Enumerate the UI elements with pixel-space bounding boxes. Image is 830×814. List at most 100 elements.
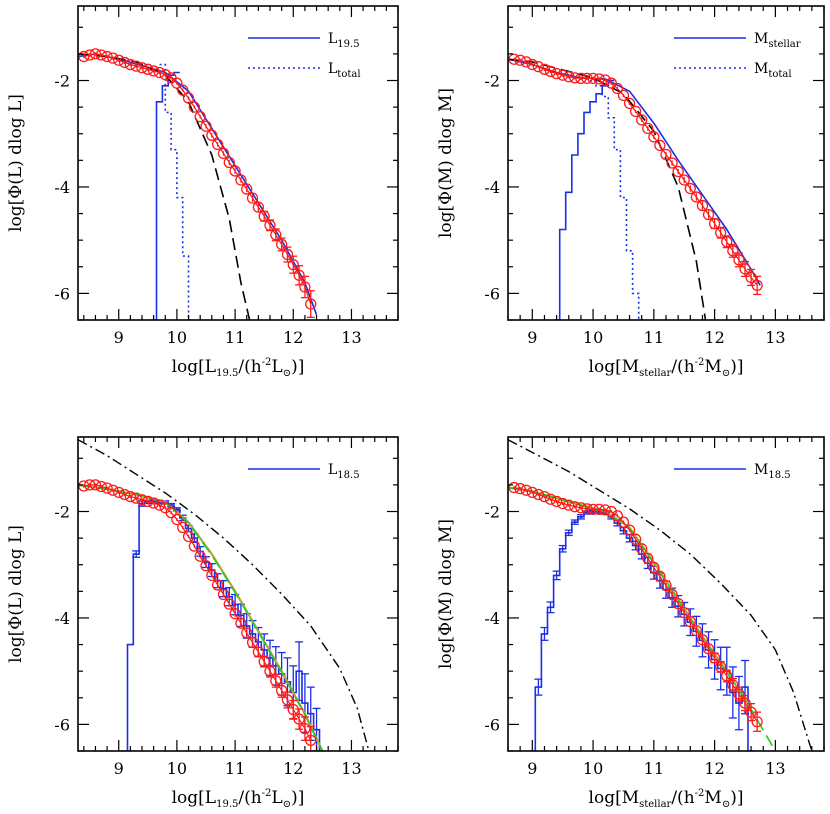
data-point [130, 492, 142, 504]
data-point [305, 734, 317, 747]
x-axis-title-part: ⊙ [283, 368, 291, 379]
plot-frame [77, 436, 399, 752]
x-tick-label: 9 [114, 328, 124, 347]
x-tick-label: 13 [765, 759, 785, 778]
data-point [648, 561, 660, 574]
series-dashed-3 [78, 484, 324, 751]
data-point [636, 114, 648, 126]
data-point [587, 72, 599, 85]
y-tick-label: -2 [54, 503, 70, 522]
data-point [124, 490, 137, 503]
data-point [642, 552, 654, 564]
legend-label-sub: 18.5 [337, 470, 359, 481]
x-tick-label: 12 [704, 759, 724, 778]
series-stepdot-2 [590, 79, 645, 320]
data-point [581, 72, 593, 85]
data-point [690, 191, 703, 203]
data-point [599, 74, 611, 86]
x-axis-title-part: )] [730, 357, 743, 377]
data-point [177, 84, 189, 96]
data-point [696, 634, 709, 646]
data-point [654, 570, 666, 583]
x-axis-title-part: -2 [695, 357, 705, 368]
data-point [194, 111, 206, 123]
data-point [200, 560, 212, 572]
x-tick-label: 9 [114, 759, 124, 778]
data-point [188, 540, 201, 552]
data-point [182, 530, 195, 543]
legend-label: L18.5 [328, 462, 360, 481]
data-point [83, 49, 96, 61]
y-tick-label: -4 [484, 609, 500, 628]
legend-label: M18.5 [754, 462, 791, 481]
data-point [223, 598, 235, 610]
data-point [194, 550, 206, 562]
data-point [147, 497, 160, 509]
x-tick-label: 10 [583, 328, 603, 347]
series-solid-2 [78, 483, 324, 751]
data-point [113, 486, 125, 498]
legend-label-sub: total [768, 69, 791, 80]
data-point [252, 646, 265, 658]
panel-tr: 9 10 11 12 13-2-4-6log[Mstellar/(h-2M⊙)]log[… [436, 5, 825, 379]
data-point [246, 192, 259, 204]
x-tick-label: 11 [644, 328, 664, 347]
x-axis-title-part: log[M [589, 357, 640, 377]
data-point [715, 661, 727, 673]
legend-label-main: M [754, 61, 768, 77]
data-point [293, 713, 305, 725]
data-point [532, 488, 545, 501]
data-point [95, 480, 107, 493]
data-point [721, 236, 733, 248]
y-tick-label: -6 [54, 715, 70, 734]
plot-frame [77, 5, 399, 321]
data-point [532, 61, 545, 73]
data-point [206, 569, 218, 582]
data-point [721, 670, 733, 682]
data-point [177, 521, 189, 534]
y-tick-label: -2 [484, 72, 500, 91]
y-tick-label: -4 [54, 609, 70, 628]
x-tick-label: 9 [527, 328, 537, 347]
data-point [270, 675, 282, 687]
series-circles-4 [78, 479, 317, 751]
data-point [745, 271, 757, 284]
data-point [217, 588, 230, 601]
legend-label: Mtotal [754, 61, 792, 80]
panel-tl: 9 10 11 12 13-2-4-6log[L19.5/(h-2L⊙)]log[Φ(L… [6, 5, 399, 379]
x-axis-title-part: /(h [671, 357, 694, 377]
legend-label-main: M [754, 31, 768, 47]
data-point [538, 63, 551, 75]
data-point [538, 490, 551, 503]
data-point [275, 684, 288, 696]
data-point [171, 513, 183, 526]
data-point [118, 488, 131, 501]
series-stepdot-2 [159, 63, 195, 320]
y-axis-title: log[Φ(L) dlog L] [6, 94, 26, 232]
data-point [147, 65, 160, 77]
axis-ticks [78, 437, 399, 752]
y-tick-label: -6 [484, 284, 500, 303]
data-point [514, 54, 526, 66]
data-point [557, 69, 569, 81]
data-point [136, 62, 148, 74]
data-point [293, 269, 305, 281]
x-axis-title-part: stellar [639, 799, 671, 810]
series-dashed-3 [78, 53, 251, 320]
y-tick-label: -2 [54, 72, 70, 91]
data-point [165, 506, 177, 519]
data-point [526, 486, 538, 498]
axis-ticks [78, 6, 399, 321]
data-point [550, 495, 563, 508]
x-axis-title: log[Mstellar/(h-2M⊙)] [589, 788, 744, 810]
x-tick-label: 12 [283, 328, 303, 347]
plot-area [78, 439, 370, 751]
data-point [142, 63, 154, 75]
plot-area [78, 48, 318, 320]
data-point [270, 229, 282, 241]
data-point [188, 101, 201, 113]
data-point [611, 510, 624, 522]
data-point [672, 597, 684, 610]
series-line [83, 484, 312, 741]
data-point [246, 636, 259, 649]
